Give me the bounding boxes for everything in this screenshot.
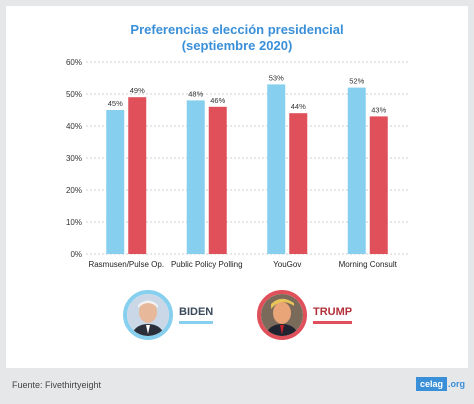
bar-biden <box>267 84 286 255</box>
biden-portrait-icon <box>123 290 173 340</box>
bar-trump <box>128 97 147 254</box>
y-tick-label: 10% <box>66 218 82 227</box>
bar-trump <box>369 116 388 255</box>
celag-logo: celag .org <box>416 377 465 391</box>
logo-ext: .org <box>448 379 466 389</box>
legend-biden: BIDEN <box>123 290 214 340</box>
trump-portrait-icon <box>257 290 307 340</box>
chart-card <box>6 6 468 368</box>
y-tick-label: 0% <box>70 250 82 259</box>
y-tick-label: 50% <box>66 90 82 99</box>
data-label-biden: 53% <box>269 73 284 82</box>
y-tick-label: 60% <box>66 58 82 67</box>
bar-trump <box>208 106 227 254</box>
x-tick-label: Morning Consult <box>339 260 398 269</box>
x-tick-label: Rasmusen/Pulse Op. <box>88 260 164 269</box>
data-label-trump: 49% <box>130 86 145 95</box>
chart-subtitle: (septiembre 2020) <box>181 38 293 53</box>
logo-main: celag <box>416 377 448 391</box>
bar-trump <box>289 113 308 254</box>
data-label-trump: 46% <box>210 96 225 105</box>
bar-biden <box>347 87 366 254</box>
y-tick-label: 20% <box>66 186 82 195</box>
legend-trump: TRUMP <box>257 290 353 340</box>
chart-title: Preferencias elección presidencial <box>130 22 344 37</box>
x-tick-label: YouGov <box>273 260 301 269</box>
source-note: Fuente: Fivethirtyeight <box>12 380 102 390</box>
y-tick-label: 40% <box>66 122 82 131</box>
legend-trump-label: TRUMP <box>313 306 353 324</box>
data-label-biden: 45% <box>108 99 123 108</box>
data-label-biden: 52% <box>349 77 364 86</box>
data-label-biden: 48% <box>188 89 203 98</box>
bar-biden <box>106 110 125 254</box>
x-tick-label: Public Policy Polling <box>171 260 243 269</box>
y-tick-label: 30% <box>66 154 82 163</box>
bar-biden <box>186 100 205 255</box>
data-label-trump: 43% <box>371 105 386 114</box>
data-label-trump: 44% <box>291 102 306 111</box>
legend-biden-label: BIDEN <box>179 306 214 324</box>
